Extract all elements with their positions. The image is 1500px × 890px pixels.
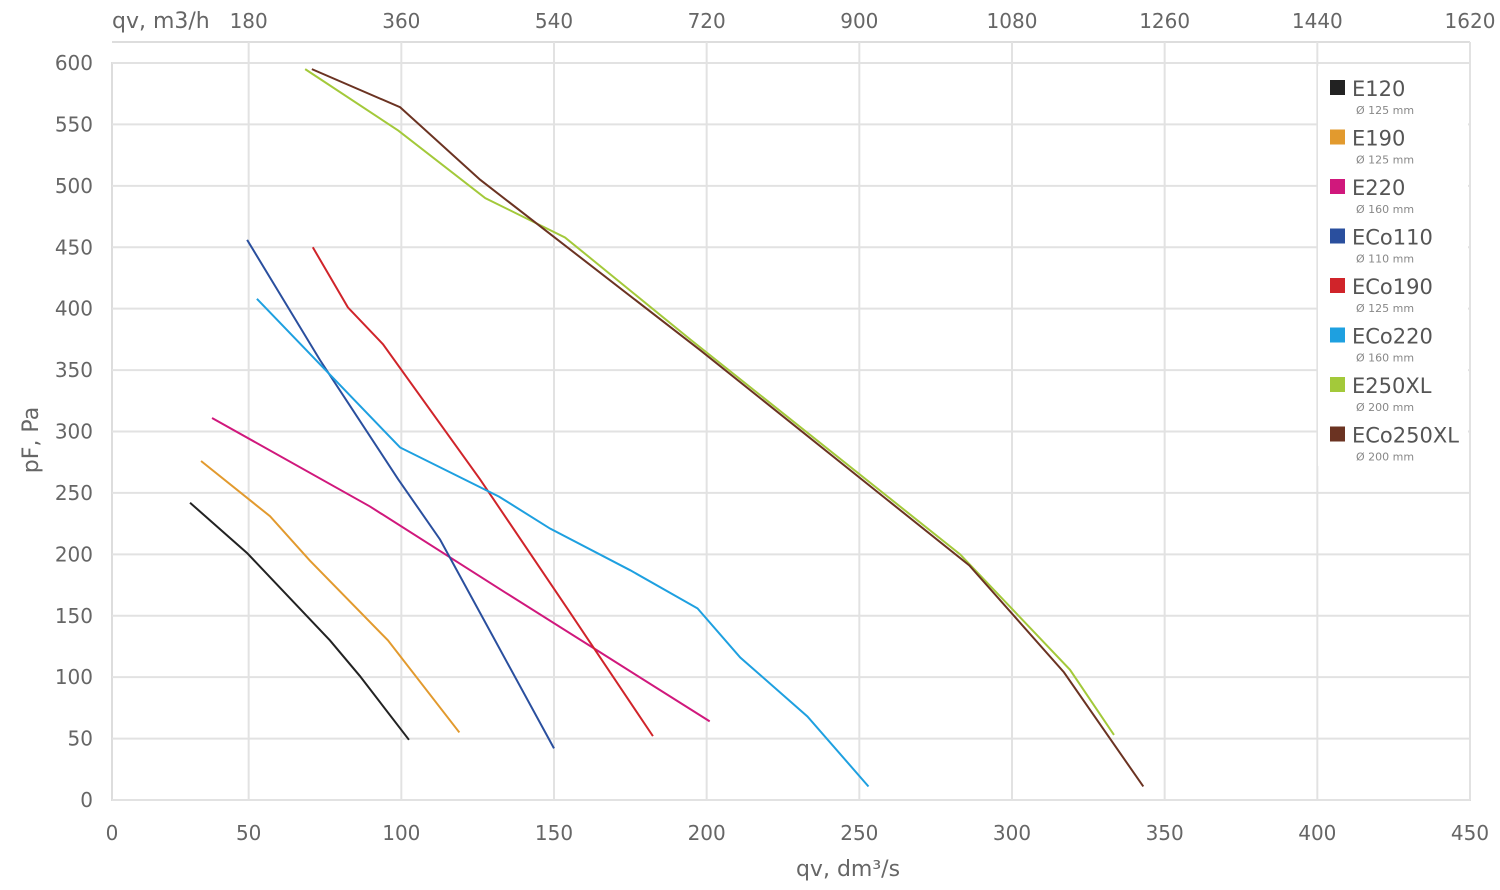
y-tick-label: 0 — [80, 788, 93, 812]
legend-sublabel: Ø 110 mm — [1356, 253, 1414, 266]
series-line-e250xl — [304, 68, 1115, 736]
y-tick-label: 200 — [55, 542, 93, 566]
series-line-e220 — [211, 417, 711, 723]
series-line-e120 — [189, 501, 410, 741]
x-tick-label: 250 — [840, 821, 878, 845]
legend-swatch — [1330, 327, 1345, 343]
y-tick-label: 550 — [55, 112, 93, 136]
y-tick-label: 350 — [55, 358, 93, 382]
x-axis-label: qv, dm³/s — [796, 857, 900, 882]
x2-tick-label: 720 — [688, 9, 726, 33]
x2-axis-label: qv, m3/h — [112, 9, 210, 34]
x-tick-label: 450 — [1451, 821, 1489, 845]
x2-tick-label: 540 — [535, 9, 573, 33]
x2-tick-label: 900 — [840, 9, 878, 33]
y-tick-label: 500 — [55, 174, 93, 198]
series-lines — [189, 68, 1145, 788]
y-tick-label: 150 — [55, 604, 93, 628]
legend-label: E190 — [1352, 127, 1405, 151]
x2-tick-label: 1260 — [1139, 9, 1190, 33]
y-axis-label: pF, Pa — [19, 407, 44, 473]
y-tick-label: 600 — [55, 51, 93, 75]
legend-sublabel: Ø 200 mm — [1356, 451, 1414, 464]
x-tick-label: 150 — [535, 821, 573, 845]
legend-label: E250XL — [1352, 374, 1432, 398]
legend-swatch — [1330, 228, 1345, 244]
legend-sublabel: Ø 160 mm — [1356, 352, 1414, 365]
x-tick-label: 0 — [106, 821, 119, 845]
x-tick-label: 400 — [1298, 821, 1336, 845]
x2-tick-label: 1440 — [1292, 9, 1343, 33]
legend-label: ECo110 — [1352, 226, 1433, 250]
y-tick-label: 400 — [55, 297, 93, 321]
legend-swatch — [1330, 80, 1345, 95]
x-tick-label: 50 — [236, 821, 261, 845]
y-tick-label: 300 — [55, 420, 93, 444]
x2-tick-label: 180 — [230, 9, 268, 33]
legend-swatch — [1330, 426, 1345, 442]
legend-label: ECo220 — [1352, 325, 1433, 349]
y-tick-label: 50 — [68, 727, 93, 751]
y-tick-label: 100 — [55, 665, 93, 689]
legend-swatch — [1330, 129, 1345, 145]
x-tick-label: 200 — [688, 821, 726, 845]
x2-tick-label: 1620 — [1445, 9, 1496, 33]
legend-sublabel: Ø 125 mm — [1356, 104, 1414, 117]
x-tick-label: 100 — [382, 821, 420, 845]
y-tick-label: 250 — [55, 481, 93, 505]
legend-sublabel: Ø 200 mm — [1356, 401, 1414, 414]
legend-label: E220 — [1352, 176, 1405, 200]
legend-label: E120 — [1352, 77, 1405, 101]
x2-tick-label: 360 — [382, 9, 420, 33]
legend-label: ECo190 — [1352, 275, 1433, 299]
series-line-eco220 — [256, 298, 870, 788]
legend-swatch — [1330, 179, 1345, 194]
y-tick-label: 450 — [55, 235, 93, 259]
x-tick-label: 350 — [1146, 821, 1184, 845]
series-line-e190 — [200, 460, 461, 734]
legend-sublabel: Ø 125 mm — [1356, 302, 1414, 315]
series-line-eco110 — [246, 239, 555, 749]
x2-tick-label: 1080 — [987, 9, 1038, 33]
series-line-eco190 — [311, 246, 654, 737]
grid — [111, 41, 1471, 801]
legend: E120 Ø 125 mm E190 Ø 125 mm E220 Ø 160 mm ECo1… — [1318, 66, 1468, 466]
legend-sublabel: Ø 160 mm — [1356, 203, 1414, 216]
series-line-eco250xl — [311, 68, 1145, 788]
legend-swatch — [1330, 377, 1345, 392]
tick-labels: 0 50 100 150 200 250 300 350 400 450 500 550 600 0 50 1… — [55, 9, 1496, 845]
legend-swatch — [1330, 278, 1345, 293]
legend-sublabel: Ø 125 mm — [1356, 154, 1414, 167]
legend-label: ECo250XL — [1352, 424, 1459, 448]
x-tick-label: 300 — [993, 821, 1031, 845]
